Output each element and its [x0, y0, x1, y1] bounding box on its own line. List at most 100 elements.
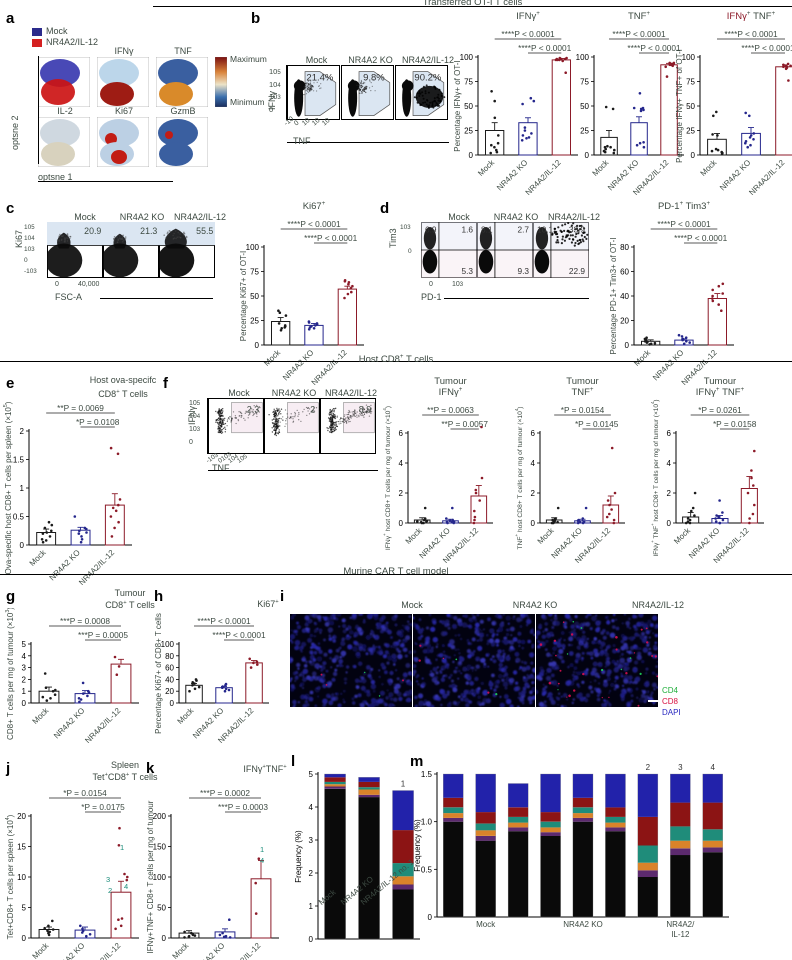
- svg-text:**P = 0.0069: **P = 0.0069: [57, 403, 104, 413]
- svg-text:****P < 0.0001: ****P < 0.0001: [501, 29, 555, 39]
- svg-text:40: 40: [165, 675, 174, 684]
- svg-text:1: 1: [309, 902, 314, 911]
- svg-text:80: 80: [620, 243, 629, 252]
- svg-text:0: 0: [667, 519, 672, 528]
- svg-text:100: 100: [576, 53, 590, 62]
- svg-text:0: 0: [22, 934, 27, 943]
- svg-text:Mock: Mock: [31, 940, 52, 960]
- svg-text:Tumour: Tumour: [566, 376, 598, 387]
- svg-text:8.9: 8.9: [359, 405, 372, 415]
- svg-text:55.5: 55.5: [196, 226, 213, 236]
- svg-text:0: 0: [22, 699, 27, 708]
- svg-text:***P = 0.0008: ***P = 0.0008: [60, 616, 110, 626]
- svg-text:40: 40: [620, 292, 629, 301]
- svg-text:90.2%: 90.2%: [414, 72, 441, 83]
- svg-text:NR4A2/IL-12: NR4A2/IL-12: [83, 941, 122, 960]
- svg-text:5.3: 5.3: [461, 266, 473, 276]
- svg-text:0: 0: [625, 341, 630, 350]
- svg-text:****P < 0.0001: ****P < 0.0001: [657, 219, 711, 229]
- svg-text:21.3: 21.3: [140, 226, 157, 236]
- svg-text:2: 2: [646, 763, 651, 772]
- svg-text:*P = 0.0108: *P = 0.0108: [76, 417, 120, 427]
- svg-text:75: 75: [580, 78, 589, 87]
- svg-text:Tumour: Tumour: [704, 376, 736, 387]
- svg-text:TNF+: TNF+: [571, 386, 593, 398]
- svg-text:6: 6: [399, 429, 404, 438]
- svg-text:21.4%: 21.4%: [306, 72, 333, 83]
- svg-text:6: 6: [531, 429, 536, 438]
- svg-text:2: 2: [309, 869, 314, 878]
- svg-text:Percentage Ki67+ of OT-I: Percentage Ki67+ of OT-I: [239, 251, 248, 342]
- svg-text:25: 25: [464, 127, 473, 136]
- svg-text:IFNγ+ host CD8+ T cells per m: IFNγ+ host CD8+ T cells per mg of tumour…: [382, 406, 392, 550]
- svg-text:75: 75: [464, 78, 473, 87]
- svg-text:75: 75: [686, 78, 695, 87]
- svg-text:NR4A2 KO: NR4A2 KO: [192, 941, 226, 960]
- svg-text:NR4A2 KO: NR4A2 KO: [718, 158, 752, 192]
- svg-text:15: 15: [17, 843, 26, 852]
- svg-text:2: 2: [667, 489, 672, 498]
- svg-text:50: 50: [580, 102, 589, 111]
- svg-text:4: 4: [309, 803, 314, 812]
- svg-text:4: 4: [531, 459, 536, 468]
- svg-text:2.3: 2.3: [247, 405, 260, 415]
- svg-text:100: 100: [246, 243, 260, 252]
- svg-text:Percentage Ki67+ of CD8+ T cel: Percentage Ki67+ of CD8+ T cells: [154, 613, 163, 734]
- svg-text:NR4A2/: NR4A2/: [666, 920, 695, 929]
- svg-text:Ova-specific host CD8+ T cells: Ova-specific host CD8+ T cells per splee…: [3, 401, 13, 574]
- svg-text:0: 0: [162, 934, 167, 943]
- svg-text:25: 25: [250, 317, 259, 326]
- svg-text:4: 4: [22, 652, 27, 661]
- svg-text:50: 50: [464, 102, 473, 111]
- svg-text:***P = 0.0005: ***P = 0.0005: [78, 630, 128, 640]
- svg-text:10.1: 10.1: [537, 224, 554, 234]
- svg-text:60: 60: [620, 268, 629, 277]
- svg-text:6: 6: [667, 429, 672, 438]
- svg-text:5: 5: [22, 904, 27, 913]
- svg-text:Mock: Mock: [672, 525, 693, 546]
- svg-text:50: 50: [250, 292, 259, 301]
- svg-text:NR4A2 KO: NR4A2 KO: [52, 941, 86, 960]
- svg-text:****P < 0.0001: ****P < 0.0001: [212, 630, 266, 640]
- svg-text:Ki67+: Ki67+: [303, 200, 326, 212]
- svg-text:5: 5: [309, 770, 314, 779]
- svg-text:1: 1: [20, 484, 25, 493]
- svg-text:0.5: 0.5: [421, 865, 433, 874]
- svg-text:TNF+: TNF+: [628, 10, 650, 22]
- svg-text:Frequency (%): Frequency (%): [413, 819, 422, 872]
- svg-text:Mock: Mock: [28, 547, 49, 568]
- svg-text:TNF+ host CD8+ T cells per mg: TNF+ host CD8+ T cells per mg of tumour …: [514, 407, 524, 550]
- svg-text:****P < 0.0001: ****P < 0.0001: [287, 219, 341, 229]
- svg-text:NR4A2/IL-12: NR4A2/IL-12: [747, 158, 786, 195]
- svg-text:****P < 0.0001: ****P < 0.0001: [304, 233, 358, 243]
- svg-text:20: 20: [620, 317, 629, 326]
- svg-text:0: 0: [428, 913, 433, 922]
- svg-text:*P = 0.0261: *P = 0.0261: [698, 405, 742, 415]
- svg-text:NR4A2 KO: NR4A2 KO: [495, 158, 529, 192]
- svg-text:Tet+CD8+ T cells per spleen (×: Tet+CD8+ T cells per spleen (×104): [5, 814, 15, 939]
- svg-text:6.9: 6.9: [425, 224, 437, 234]
- svg-text:PD-1+ Tim3+: PD-1+ Tim3+: [658, 200, 711, 212]
- svg-text:NR4A2 KO: NR4A2 KO: [563, 920, 603, 929]
- svg-text:50: 50: [157, 904, 166, 913]
- svg-text:0: 0: [585, 151, 590, 160]
- svg-text:2: 2: [20, 427, 25, 436]
- svg-text:4: 4: [711, 763, 716, 772]
- svg-text:***P = 0.0002: ***P = 0.0002: [200, 788, 250, 798]
- svg-text:20.9: 20.9: [84, 226, 101, 236]
- svg-text:**P = 0.0063: **P = 0.0063: [427, 405, 474, 415]
- svg-text:****P < 0.0001: ****P < 0.0001: [674, 233, 728, 243]
- svg-text:2: 2: [310, 405, 315, 415]
- svg-text:*P = 0.0158: *P = 0.0158: [713, 419, 757, 429]
- svg-text:****P < 0.0001: ****P < 0.0001: [741, 43, 792, 53]
- svg-text:NR4A2/IL-12: NR4A2/IL-12: [524, 158, 563, 195]
- svg-text:3: 3: [22, 664, 27, 673]
- svg-text:2: 2: [22, 675, 27, 684]
- svg-text:80: 80: [165, 652, 174, 661]
- svg-text:9.8%: 9.8%: [363, 72, 385, 83]
- svg-text:2.7: 2.7: [517, 224, 529, 234]
- svg-text:IFNγ+TNF+ CD8+ T cells per mg: IFNγ+TNF+ CD8+ T cells per mg of tumour: [146, 800, 155, 953]
- svg-text:20: 20: [17, 812, 26, 821]
- svg-text:NR4A2/IL-12: NR4A2/IL-12: [83, 706, 122, 743]
- svg-text:Mock: Mock: [31, 705, 52, 726]
